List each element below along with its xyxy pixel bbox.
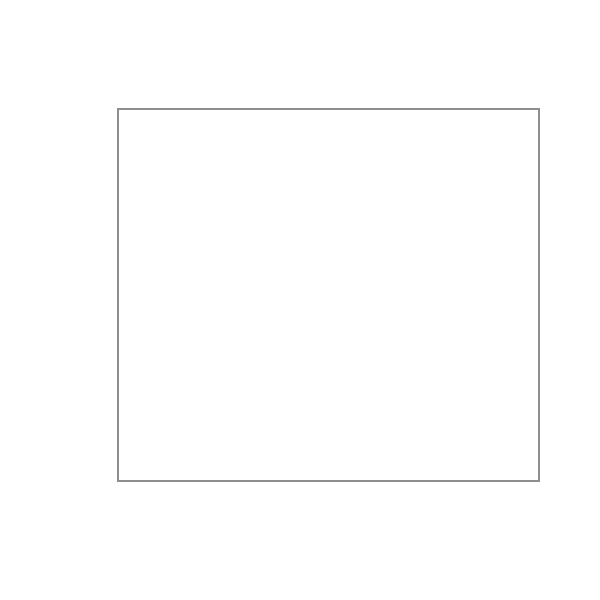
plot-panel (117, 108, 540, 482)
